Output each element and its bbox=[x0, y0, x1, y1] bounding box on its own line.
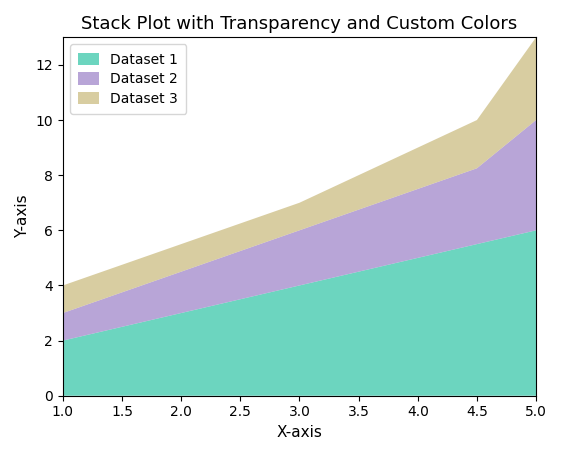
Legend: Dataset 1, Dataset 2, Dataset 3: Dataset 1, Dataset 2, Dataset 3 bbox=[70, 44, 187, 114]
Y-axis label: Y-axis: Y-axis bbox=[15, 195, 30, 238]
Title: Stack Plot with Transparency and Custom Colors: Stack Plot with Transparency and Custom … bbox=[81, 15, 518, 33]
X-axis label: X-axis: X-axis bbox=[277, 425, 323, 440]
